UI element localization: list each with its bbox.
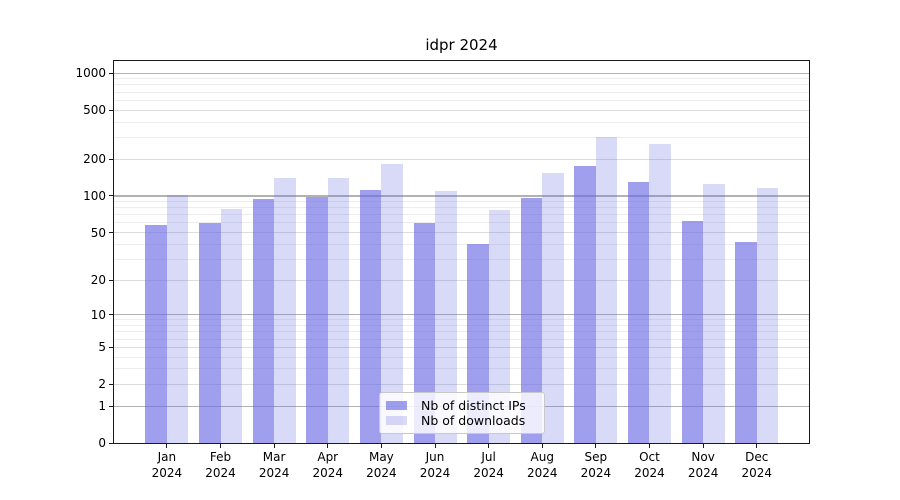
x-tick — [541, 444, 543, 448]
bar-distinct-ips-aug — [520, 198, 543, 444]
x-tick-label: Nov 2024 — [687, 450, 719, 480]
legend-swatch — [386, 416, 407, 425]
x-tick-label: Jul 2024 — [473, 450, 504, 480]
gridline — [114, 158, 809, 160]
bar-distinct-ips-apr — [306, 197, 328, 444]
y-tick-label: 500 — [83, 103, 106, 118]
gridline — [114, 201, 809, 203]
bar-downloads-mar — [274, 177, 296, 444]
bar-distinct-ips-oct — [627, 181, 650, 444]
bar-distinct-ips-jun — [413, 222, 435, 444]
x-tick — [595, 444, 597, 448]
gridline — [114, 346, 809, 348]
gridline — [114, 325, 809, 327]
bar-distinct-ips-sep — [574, 166, 596, 444]
bar-downloads-may — [381, 164, 403, 444]
x-tick — [327, 444, 329, 448]
gridline — [114, 72, 809, 74]
x-tick-label: Sep 2024 — [580, 450, 612, 480]
gridline — [114, 136, 809, 138]
gridline — [114, 222, 809, 224]
bar-distinct-ips-dec — [735, 241, 757, 444]
x-tick-label: Jun 2024 — [419, 450, 451, 480]
bar-distinct-ips-nov — [681, 221, 704, 444]
gridline — [114, 78, 809, 80]
y-tick-label: 1000 — [75, 66, 106, 80]
bar-distinct-ips-mar — [252, 198, 275, 444]
bar-downloads-nov — [703, 183, 725, 444]
legend-row: Nb of distinct IPs — [386, 398, 535, 413]
gridline — [114, 195, 809, 197]
x-tick — [273, 444, 275, 448]
y-tick-label: 1 — [98, 399, 106, 414]
y-tick-label: 200 — [83, 152, 106, 167]
y-tick-label: 50 — [90, 225, 106, 240]
gridline — [114, 109, 809, 111]
bar-downloads-feb — [220, 209, 243, 444]
bar-downloads-dec — [756, 188, 779, 444]
x-tick-label: Mar 2024 — [258, 450, 290, 480]
x-tick-label: Apr 2024 — [312, 450, 344, 480]
gridline — [114, 121, 809, 123]
gridline — [114, 314, 809, 316]
bar-downloads-oct — [649, 144, 671, 444]
bar-downloads-jun — [435, 190, 457, 444]
bar-distinct-ips-feb — [199, 222, 221, 444]
x-tick — [434, 444, 436, 448]
plot-area — [113, 60, 810, 444]
y-tick-label: 100 — [83, 188, 106, 203]
y-tick-label: 20 — [90, 273, 106, 288]
x-tick-label: May 2024 — [366, 450, 397, 480]
x-tick-label: Jan 2024 — [151, 450, 183, 480]
x-tick — [220, 444, 222, 448]
bar-distinct-ips-may — [359, 189, 382, 444]
y-tick-label: 2 — [98, 377, 106, 392]
gridline — [114, 319, 809, 321]
x-tick-label: Oct 2024 — [634, 450, 665, 480]
bar-distinct-ips-jan — [145, 224, 167, 444]
bar-downloads-sep — [595, 137, 618, 444]
bar-downloads-apr — [327, 178, 350, 444]
gridline — [114, 243, 809, 245]
gridline — [114, 356, 809, 358]
x-tick — [702, 444, 704, 448]
legend-swatch — [386, 401, 407, 410]
x-tick — [166, 444, 168, 448]
bar-downloads-aug — [542, 173, 564, 444]
gridline — [114, 258, 809, 260]
legend-label: Nb of distinct IPs — [421, 398, 526, 413]
gridline — [114, 279, 809, 281]
x-tick — [488, 444, 490, 448]
y-tick-label: 5 — [98, 340, 106, 355]
gridline — [114, 383, 809, 385]
legend-row: Nb of downloads — [386, 413, 535, 428]
x-tick-label: Feb 2024 — [205, 450, 236, 480]
x-tick-label: Aug 2024 — [526, 450, 558, 480]
gridline — [114, 368, 809, 370]
x-tick — [380, 444, 382, 448]
gridline — [114, 214, 809, 216]
x-tick-label: Dec 2024 — [741, 450, 772, 480]
bar-downloads-jul — [488, 209, 511, 444]
legend: Nb of distinct IPs Nb of downloads — [379, 392, 545, 434]
gridline — [114, 99, 809, 101]
gridline — [114, 232, 809, 234]
gridline — [114, 84, 809, 86]
gridline — [114, 331, 809, 333]
y-tick-label: 0 — [98, 436, 106, 451]
y-tick-label: 10 — [90, 307, 106, 322]
x-tick — [648, 444, 650, 448]
gridline — [114, 338, 809, 340]
bar-downloads-jan — [166, 194, 189, 444]
x-tick — [756, 444, 758, 448]
chart-title: idpr 2024 — [425, 36, 498, 54]
gridline — [114, 91, 809, 93]
legend-label: Nb of downloads — [421, 413, 526, 428]
gridline — [114, 207, 809, 209]
